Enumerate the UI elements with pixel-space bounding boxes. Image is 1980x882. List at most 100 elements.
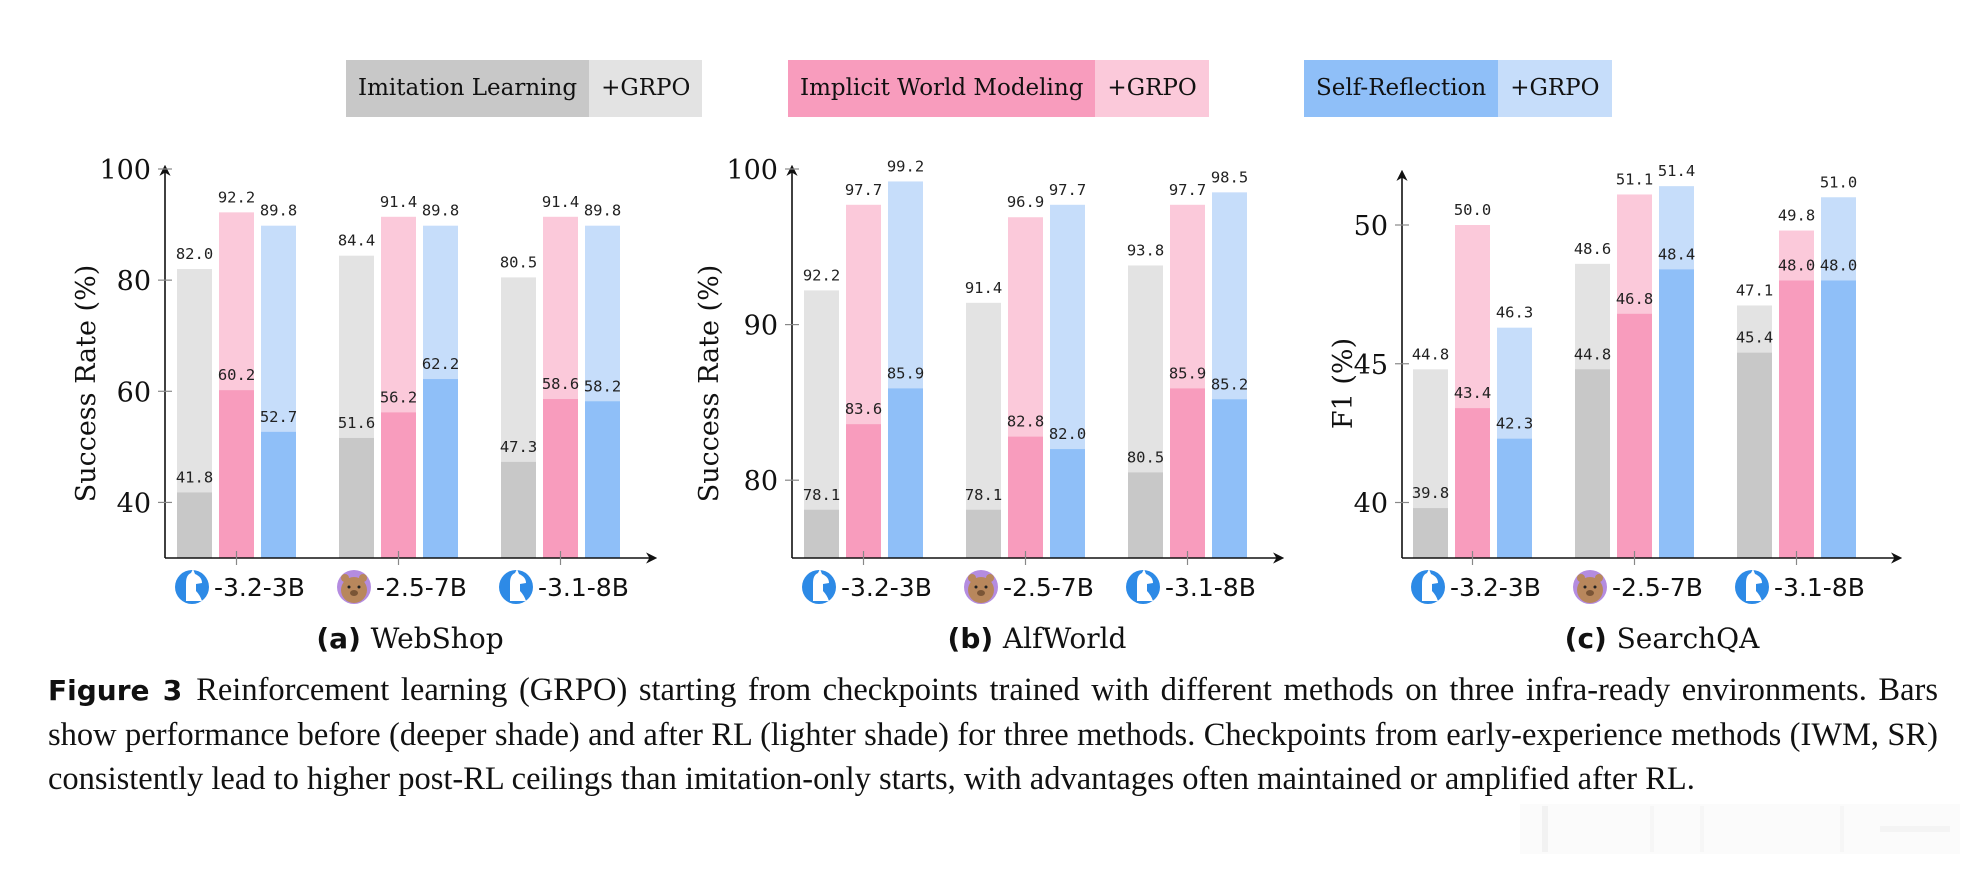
x-category-label: -2.5-7B [1003,573,1094,602]
bar-self-reflection-before [1050,449,1085,558]
llama-icon-glyph [1137,569,1153,601]
x-category-label: -2.5-7B [1612,573,1703,602]
qwen-bear-icon-ear [359,574,367,582]
x-category-label: -3.2-3B [214,573,305,602]
qwen-bear-icon [1573,570,1607,604]
data-label-before: 44.8 [1574,345,1611,363]
legend-implicit-world-modeling: Implicit World Modeling +GRPO [788,60,1209,117]
panel-letter: (a) [316,622,370,655]
legend-swatch-self-reflection-grpo: +GRPO [1498,60,1612,117]
figure-label: Figure 3 [48,674,183,707]
panel-name: AlfWorld [1002,622,1127,655]
data-label-grpo: 46.3 [1496,304,1533,322]
qwen-bear-icon-ear [968,574,976,582]
data-label-before: 82.0 [1049,425,1086,443]
legend-swatch-implicit-world-modeling-grpo: +GRPO [1095,60,1209,117]
data-label-before: 42.3 [1496,415,1533,433]
bar-self-reflection-before [1212,399,1247,558]
panel-letter: (c) [1565,622,1617,655]
panel-title: (b) AlfWorld [948,622,1127,655]
llama-icon [802,569,836,604]
data-label-grpo: 91.4 [542,193,579,211]
qwen-bear-icon-eye [1583,585,1587,589]
data-label-grpo: 50.0 [1454,201,1491,219]
legend-self-reflection: Self-Reflection +GRPO [1304,60,1612,117]
data-label-before: 48.0 [1778,257,1815,275]
y-tick-label: 50 [1354,211,1388,242]
y-tick-label: 100 [726,155,778,186]
data-label-grpo: 82.0 [176,245,213,263]
data-label-grpo: 48.6 [1574,240,1611,258]
data-label-before: 43.4 [1454,384,1491,402]
data-label-grpo: 51.4 [1658,162,1695,180]
data-label-grpo: 89.8 [584,202,621,220]
llama-icon-glyph [813,569,829,601]
bar-imitation-learning-before [1128,472,1163,558]
data-label-before: 80.5 [1127,448,1164,466]
qwen-bear-icon-eye [1593,585,1597,589]
data-label-grpo: 97.7 [1169,181,1206,199]
data-label-before: 51.6 [338,414,375,432]
qwen-bear-icon-nose [977,590,985,596]
bar-implicit-world-modeling-before [543,399,578,558]
bar-imitation-learning-before [1575,369,1610,558]
legend-swatch-imitation-learning: Imitation Learning [346,60,590,117]
data-label-before: 85.2 [1211,375,1248,393]
qwen-bear-icon-nose [350,590,358,596]
bar-self-reflection-before [1659,269,1694,558]
caption-text: Reinforcement learning (GRPO) starting f… [48,672,1938,797]
data-label-grpo: 47.1 [1736,281,1773,299]
data-label-before: 82.8 [1007,413,1044,431]
bar-implicit-world-modeling-before [846,424,881,558]
panel-searchqa: 44.8 39.8 48.6 44.8 47.1 45.4 50.0 43.4 51.1 46.8… [1328,162,1903,655]
data-label-before: 48.4 [1658,245,1695,263]
data-label-before: 83.6 [845,400,882,418]
bar-self-reflection-before [1821,280,1856,558]
data-label-before: 78.1 [965,486,1002,504]
bar-imitation-learning-before [966,509,1001,558]
data-label-before: 58.2 [584,377,621,395]
llama-icon-glyph [186,569,202,601]
data-label-before: 62.2 [422,355,459,373]
x-category-label: -3.2-3B [841,573,932,602]
data-label-grpo: 99.2 [887,157,924,175]
y-axis-label: F1 (%) [1328,338,1359,429]
qwen-bear-icon-ear [341,574,349,582]
data-label-before: 85.9 [1169,364,1206,382]
qwen-bear-icon-eye [347,585,351,589]
data-label-grpo: 98.5 [1211,168,1248,186]
qwen-bear-icon-eye [974,585,978,589]
llama-icon-glyph [1746,569,1762,601]
bar-implicit-world-modeling-before [1779,280,1814,558]
bar-self-reflection-before [888,388,923,558]
bar-implicit-world-modeling-before [1008,436,1043,558]
data-label-before: 45.4 [1736,329,1773,347]
y-tick-label: 40 [1354,489,1388,520]
panel-letter: (b) [948,622,1003,655]
qwen-bear-icon [337,570,371,604]
data-label-grpo: 92.2 [218,188,255,206]
y-tick-label: 90 [744,311,778,342]
legend-swatch-imitation-learning-grpo: +GRPO [589,60,703,117]
legend-swatch-self-reflection: Self-Reflection [1304,60,1499,117]
data-label-before: 85.9 [887,364,924,382]
y-tick-label: 100 [99,155,151,186]
data-label-grpo: 97.7 [1049,181,1086,199]
y-tick-label: 60 [117,377,151,408]
llama-icon [1126,569,1160,604]
data-label-grpo: 51.1 [1616,170,1653,188]
y-tick-label: 40 [117,488,151,519]
figure-caption: Figure 3 Reinforcement learning (GRPO) st… [48,668,1938,801]
data-label-grpo: 91.4 [965,279,1002,297]
qwen-bear-icon-eye [984,585,988,589]
panel-alfworld: 92.2 78.1 91.4 78.1 93.8 80.5 97.7 83.6 96.9 82.8… [694,155,1285,655]
bar-imitation-learning-before [339,437,374,558]
qwen-bear-icon-eye [357,585,361,589]
y-tick-label: 80 [117,266,151,297]
watermark [1520,804,1960,854]
qwen-bear-icon-ear [986,574,994,582]
data-label-grpo: 97.7 [845,181,882,199]
x-category-label: -3.2-3B [1450,573,1541,602]
panel-webshop: 82.0 41.8 84.4 51.6 80.5 47.3 92.2 60.2 91.4 56.2… [71,155,658,655]
bar-imitation-learning-before [177,492,212,558]
